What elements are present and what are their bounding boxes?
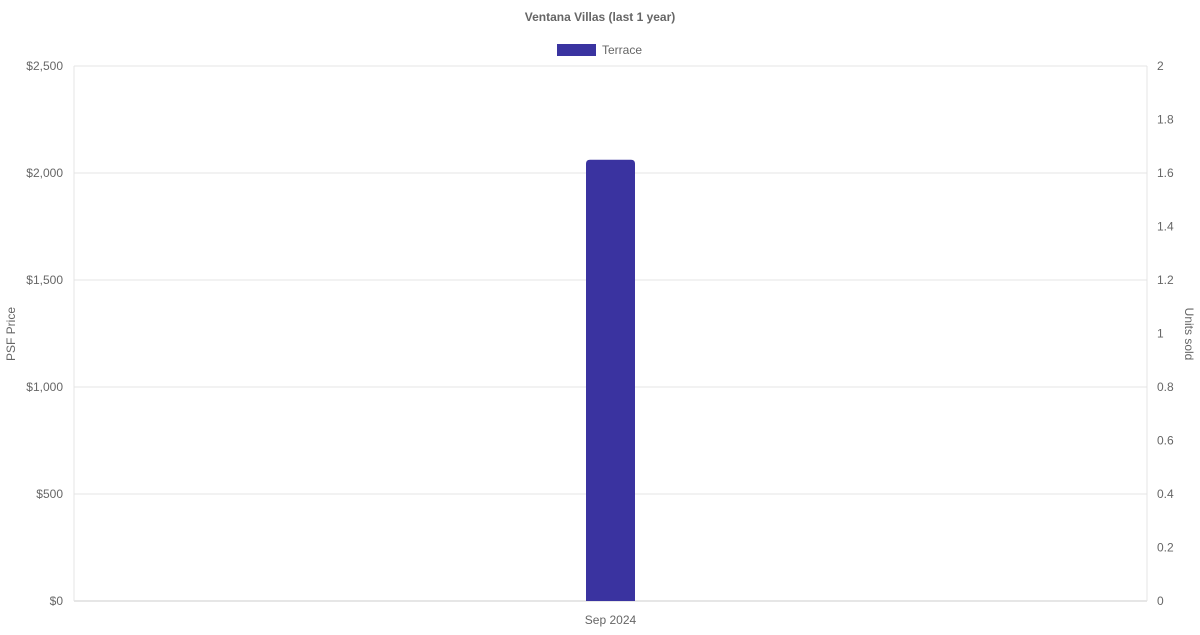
legend-label-terrace: Terrace: [602, 43, 642, 57]
y2-tick-label: 1: [1157, 327, 1164, 341]
y2-tick-label: 2: [1157, 59, 1164, 73]
y2-tick-label: 1.8: [1157, 113, 1174, 127]
y-axis-label: PSF Price: [4, 307, 18, 361]
y-tick-label: $500: [36, 487, 63, 501]
y2-axis-label: Units sold: [1182, 308, 1196, 361]
y2-tick-label: 1.6: [1157, 166, 1174, 180]
y2-tick-label: 1.2: [1157, 273, 1174, 287]
y-tick-label: $1,500: [26, 273, 63, 287]
legend-swatch-terrace: [557, 44, 596, 56]
chart-title: Ventana Villas (last 1 year): [525, 10, 676, 24]
y2-tick-label: 0.8: [1157, 380, 1174, 394]
x-tick-label: Sep 2024: [585, 613, 637, 627]
legend[interactable]: Terrace: [557, 43, 642, 57]
y2-tick-label: 0.4: [1157, 487, 1174, 501]
y2-tick-label: 0: [1157, 594, 1164, 608]
y2-tick-label: 0.2: [1157, 541, 1174, 555]
y2-tick-label: 0.6: [1157, 434, 1174, 448]
y-tick-label: $0: [50, 594, 64, 608]
y2-tick-label: 1.4: [1157, 220, 1174, 234]
y-tick-label: $2,500: [26, 59, 63, 73]
bar-terrace: [586, 159, 635, 601]
y-tick-label: $2,000: [26, 166, 63, 180]
y-tick-label: $1,000: [26, 380, 63, 394]
